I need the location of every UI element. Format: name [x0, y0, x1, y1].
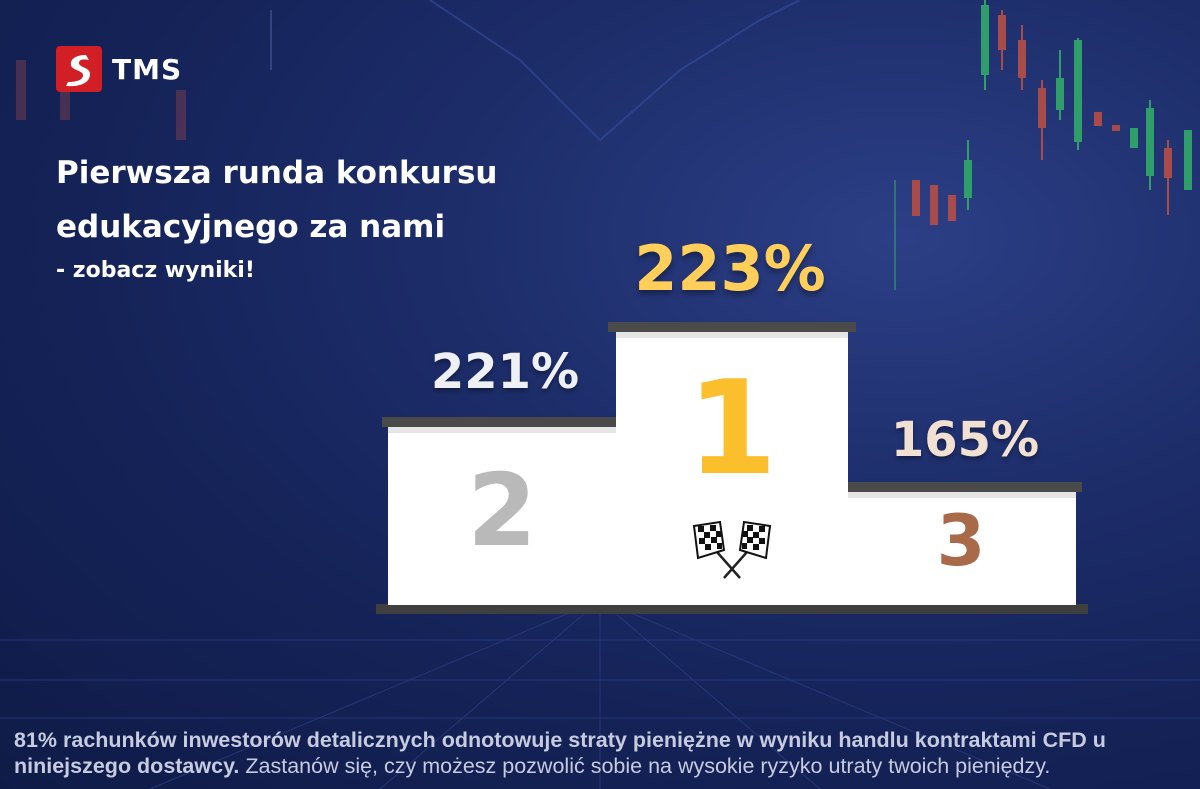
- brand-logo[interactable]: TMS: [56, 46, 182, 92]
- disclaimer-bold: 81% rachunków inwestorów detalicznych od…: [14, 728, 1106, 778]
- tms-logo-icon: [56, 46, 102, 92]
- candlestick-group: [894, 0, 1192, 290]
- podium-block-second: [388, 427, 616, 605]
- place-number-second: 2: [467, 452, 537, 569]
- page-subtitle: - zobacz wyniki!: [56, 258, 255, 283]
- place-number-third: 3: [936, 500, 986, 582]
- place-number-first: 1: [686, 352, 778, 504]
- checkered-flags-icon: [692, 520, 772, 579]
- percent-second: 221%: [430, 344, 580, 400]
- risk-disclaimer: 81% rachunków inwestorów detalicznych od…: [14, 727, 1194, 779]
- podium-block-third: [846, 492, 1076, 605]
- page-title: Pierwsza runda konkursu edukacyjnego za …: [56, 155, 498, 245]
- podium-block-first: [616, 332, 848, 605]
- percent-first: 223%: [634, 232, 826, 305]
- podium-base: [376, 604, 1088, 614]
- percent-third: 165%: [890, 412, 1040, 468]
- brand-name: TMS: [112, 52, 183, 86]
- disclaimer-regular: Zastanów się, czy możesz pozwolić sobie …: [239, 754, 1051, 778]
